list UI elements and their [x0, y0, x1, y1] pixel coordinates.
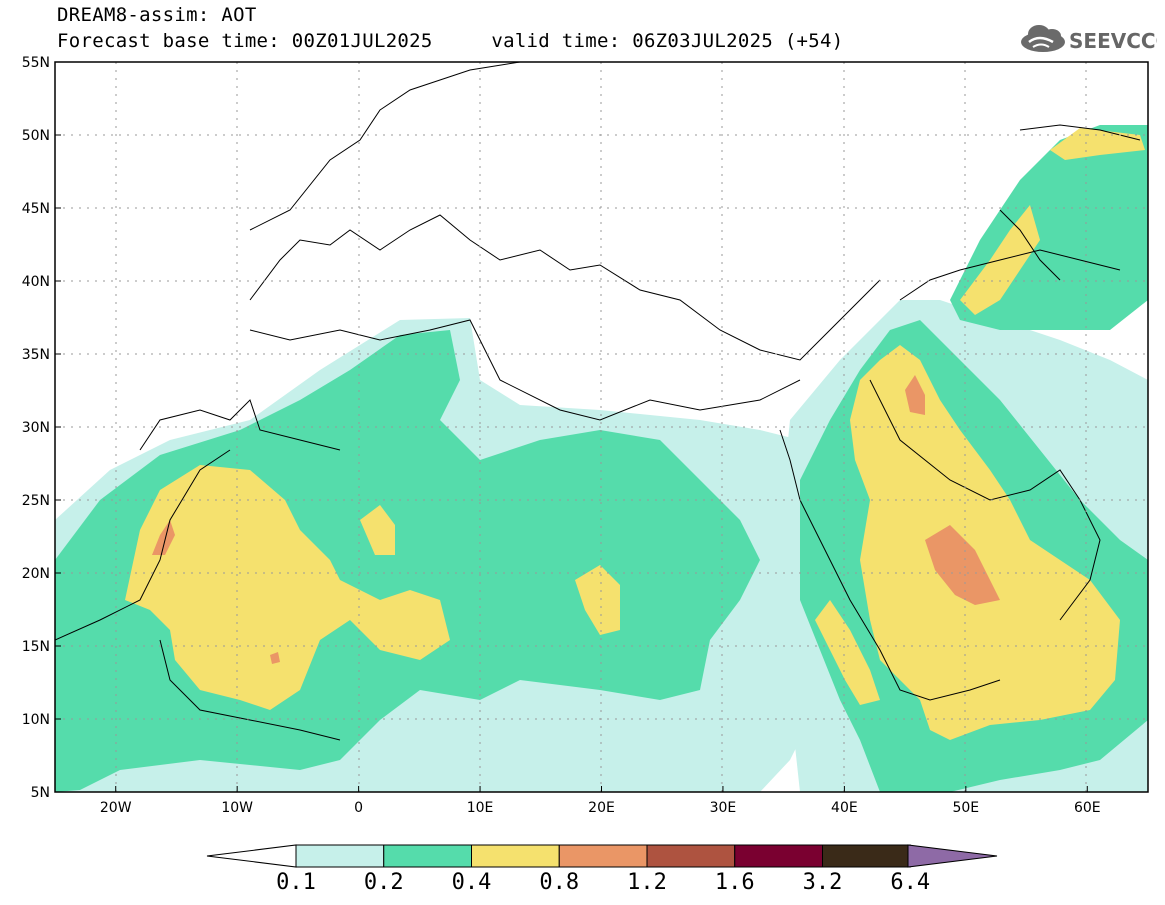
aot-region-peak	[925, 525, 1000, 605]
colorbar-cell	[558, 844, 648, 868]
aot-region-peak	[152, 520, 175, 555]
longitude-label: 10W	[221, 800, 253, 816]
colorbar-cell	[822, 844, 911, 868]
latitude-label: 15N	[22, 639, 50, 655]
colorbar-cell	[646, 844, 736, 868]
aot-region-peak	[270, 652, 280, 664]
colorbar-level-label: 0.8	[539, 870, 580, 895]
forecast-times: Forecast base time: 00Z01JUL2025 valid t…	[57, 30, 844, 52]
axis-ticks	[55, 61, 1088, 793]
cloud-icon	[1021, 25, 1065, 52]
colorbar-level-label: 3.2	[802, 870, 843, 895]
colorbar-level-label: 6.4	[890, 870, 931, 895]
aot-region-high	[815, 600, 880, 705]
longitude-labels: 20W 10W 0 10E 20E 30E 40E 50E 60E	[100, 800, 1101, 816]
latitude-labels: 55N 50N 45N 40N 35N 30N 25N 20N 15N 10N 5N	[22, 55, 50, 801]
latitude-label: 50N	[22, 128, 50, 144]
grid-lines	[55, 62, 1148, 792]
colorbar-under-triangle	[206, 844, 297, 868]
colorbar-level-label: 0.2	[363, 870, 404, 895]
latitude-label: 40N	[22, 274, 50, 290]
colorbar-over-triangle	[907, 844, 998, 868]
latitude-label: 55N	[22, 55, 50, 71]
aot-region-peak	[905, 375, 925, 415]
longitude-label: 0	[354, 800, 363, 816]
aot-region-high	[575, 565, 620, 635]
coastlines	[55, 62, 1141, 741]
longitude-label: 60E	[1074, 800, 1101, 816]
longitude-label: 30E	[710, 800, 737, 816]
aot-region-high	[125, 465, 450, 710]
colorbar	[206, 844, 998, 868]
longitude-label: 20E	[588, 800, 615, 816]
longitude-label: 50E	[952, 800, 979, 816]
seevccc-logo: SEEVCCC	[1021, 25, 1157, 53]
aot-region-high	[360, 505, 395, 555]
latitude-label: 45N	[22, 201, 50, 217]
colorbar-cell	[734, 844, 823, 868]
latitude-label: 30N	[22, 420, 50, 436]
colorbar-level-label: 0.4	[451, 870, 492, 895]
colorbar-level-label: 0.1	[276, 870, 316, 895]
colorbar-cell	[295, 844, 385, 868]
colorbar-level-label: 1.2	[627, 870, 667, 895]
colorbar-cell	[383, 844, 472, 868]
logo-text: SEEVCCC	[1069, 29, 1157, 53]
latitude-label: 5N	[31, 785, 50, 801]
colorbar-cell	[471, 844, 560, 868]
aot-region-high	[1050, 128, 1145, 160]
aot-region-high	[850, 345, 1120, 740]
longitude-label: 20W	[100, 800, 132, 816]
map-title: DREAM8-assim: AOT	[57, 4, 257, 26]
latitude-label: 10N	[22, 712, 50, 728]
latitude-label: 35N	[22, 347, 50, 363]
latitude-label: 25N	[22, 493, 50, 509]
longitude-label: 40E	[831, 800, 858, 816]
colorbar-level-label: 1.6	[714, 870, 755, 895]
longitude-label: 10E	[467, 800, 494, 816]
aot-field	[55, 125, 1148, 792]
latitude-label: 20N	[22, 566, 50, 582]
